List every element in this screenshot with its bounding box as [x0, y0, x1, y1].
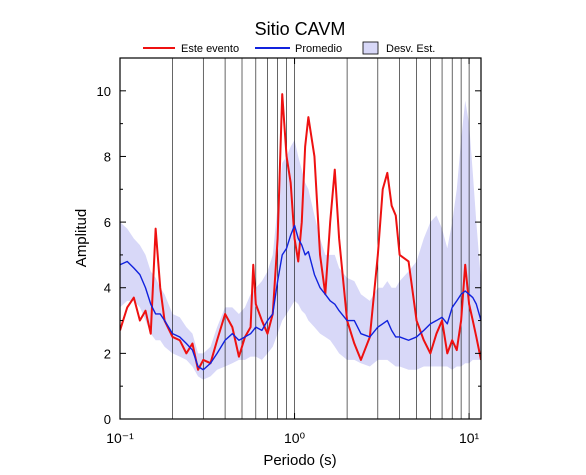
x-axis-label: Periodo (s) — [263, 452, 336, 469]
x-tick-label: 10¹ — [459, 430, 480, 446]
legend-label: Este evento — [181, 43, 239, 55]
legend-swatch — [362, 41, 379, 55]
plot-frame — [119, 57, 482, 420]
chart-title: Sitio CAVM — [255, 19, 346, 39]
legend-label: Desv. Est. — [386, 43, 435, 55]
y-tick-label: 0 — [104, 412, 111, 427]
y-tick-label: 2 — [104, 346, 111, 361]
x-tick-label: 10⁻¹ — [106, 430, 134, 446]
y-axis-label: Amplitud — [73, 209, 90, 267]
x-tick-label: 10⁰ — [284, 430, 306, 446]
series-line — [120, 93, 481, 371]
y-tick-label: 8 — [104, 149, 111, 164]
legend: Este evento Promedio Desv. Est. — [143, 41, 435, 55]
legend-label: Promedio — [295, 43, 342, 55]
lines-layer — [120, 93, 481, 371]
y-tick-label: 10 — [97, 84, 111, 99]
y-tick-label: 4 — [104, 281, 111, 296]
grid-layer — [172, 58, 470, 419]
axes-layer: 10⁻¹ 10⁰ 10¹ 0 2 4 6 8 10 — [97, 57, 482, 446]
series-line — [120, 224, 481, 371]
y-tick-label: 6 — [104, 215, 111, 230]
